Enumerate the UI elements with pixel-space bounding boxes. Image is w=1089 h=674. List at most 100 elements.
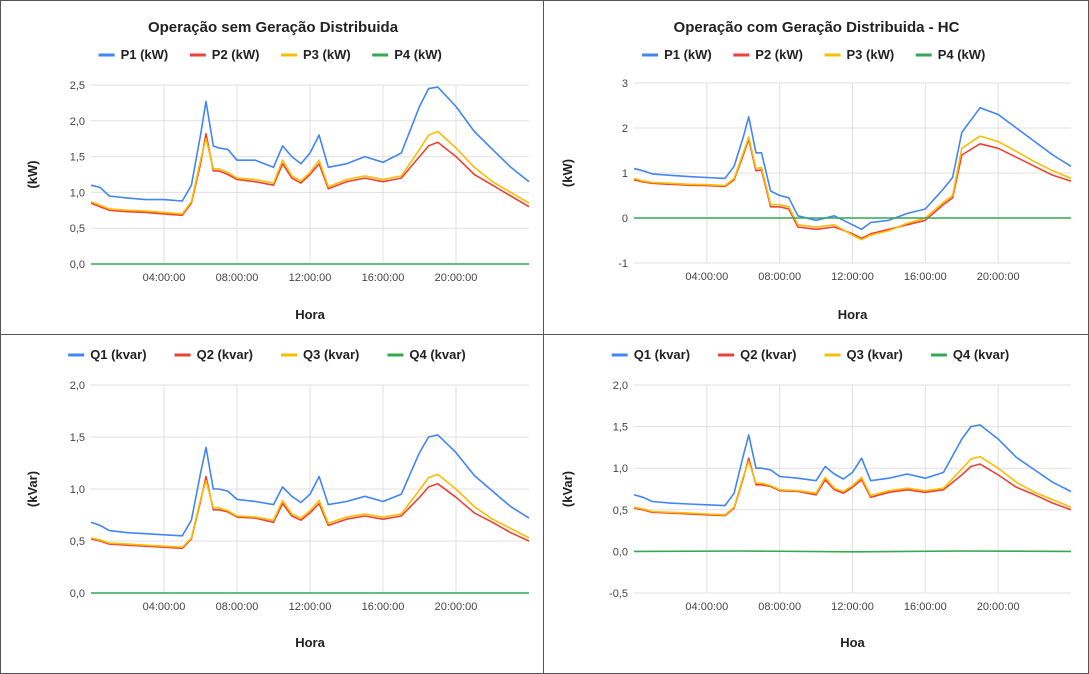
y-tick-label: 1 [622,168,628,180]
y-tick-label: 1,5 [613,422,628,434]
legend-label: Q2 (kvar) [740,347,796,362]
legend-label: Q4 (kvar) [953,347,1009,362]
chart-panel-p-sem-gd: Operação sem Geração Distribuida P1 (kW) P… [0,0,544,335]
legend-label: P1 (kW) [664,47,712,62]
chart-panel-q-sem-gd: Q1 (kvar) Q2 (kvar) Q3 (kvar) Q4 (kvar) 0,0 0… [0,335,544,674]
legend: P1 (kW) P2 (kW) P3 (kW) P4 (kW) [98,47,442,62]
y-tick-label: 1,5 [70,152,85,164]
x-tick-label: 20:00:00 [977,601,1020,613]
chart-title: Operação com Geração Distribuida - HC [674,19,960,36]
series-line [633,107,1072,231]
legend-item: Q4 (kvar) [387,347,466,362]
x-tick-label: 08:00:00 [758,271,801,283]
chart-svg: Q1 (kvar) Q2 (kvar) Q3 (kvar) Q4 (kvar) -0,5… [560,347,1072,650]
x-tick-label: 20:00:00 [435,601,478,613]
chart-panel-p-com-gd: Operação com Geração Distribuida - HC P1 … [544,0,1089,335]
gridlines [634,82,1071,264]
x-tick-label: 20:00:00 [977,271,1020,283]
y-tick-label: 0,5 [70,536,85,548]
legend-label: P1 (kW) [121,47,169,62]
series-line [90,132,530,217]
x-tick-label: 12:00:00 [289,601,332,613]
legend: Q1 (kvar) Q2 (kvar) Q3 (kvar) Q4 (kvar) [68,347,466,362]
legend-item: P2 (kW) [189,47,260,62]
legend-item: Q2 (kvar) [174,347,253,362]
x-tick-label: 04:00:00 [685,601,728,613]
y-tick-label: 0,0 [70,588,85,600]
gridlines [634,384,1071,594]
x-tick-label: 04:00:00 [143,601,186,613]
series-line [90,434,530,537]
y-tick-label: 2,0 [613,380,628,392]
legend-label: P3 (kW) [303,47,351,62]
y-tick-label: 0,0 [613,546,628,558]
x-tick-label: 20:00:00 [435,272,478,284]
x-tick-label: 16:00:00 [904,271,947,283]
chart-svg: Operação com Geração Distribuida - HC P1 … [560,19,1072,322]
y-tick-label: 0,0 [70,259,85,271]
series-line [90,473,530,548]
x-tick-label: 08:00:00 [216,601,259,613]
legend: Q1 (kvar) Q2 (kvar) Q3 (kvar) Q4 (kvar) [611,347,1009,362]
y-tick-label: 2,0 [70,380,85,392]
y-axis-title: (kW) [560,159,575,187]
legend-item: Q1 (kvar) [68,347,147,362]
y-tick-label: 2,5 [70,80,85,92]
legend-label: Q3 (kvar) [303,347,359,362]
x-tick-label: 16:00:00 [362,272,405,284]
legend-item: P1 (kW) [642,47,712,62]
series-line [633,424,1072,507]
x-tick-label: 08:00:00 [758,601,801,613]
y-tick-label: 3 [622,78,628,90]
y-tick-label: 2,0 [70,116,85,128]
legend-item: Q2 (kvar) [718,347,796,362]
legend-label: P3 (kW) [847,47,895,62]
legend-label: Q1 (kvar) [634,347,690,362]
legend-item: P4 (kW) [372,47,442,62]
legend-item: P3 (kW) [824,47,895,62]
chart-panel-q-com-gd: Q1 (kvar) Q2 (kvar) Q3 (kvar) Q4 (kvar) -0,5… [544,335,1089,674]
legend-item: Q1 (kvar) [611,347,690,362]
y-tick-label: 1,0 [70,187,85,199]
y-tick-label: -0,5 [609,588,628,600]
y-tick-label: 1,0 [613,463,628,475]
x-tick-label: 04:00:00 [143,272,186,284]
y-axis-title: (kW) [25,160,40,188]
series-line [633,138,1072,240]
y-tick-label: 1,5 [70,432,85,444]
series-line [90,475,530,550]
legend-label: P2 (kW) [755,47,803,62]
y-tick-label: -1 [618,258,628,270]
legend-item: Q3 (kvar) [824,347,903,362]
y-tick-label: 0,5 [70,223,85,235]
series-line [90,86,530,202]
y-axis-title: (kVar) [25,471,40,507]
legend-item: P1 (kW) [98,47,169,62]
legend-label: Q2 (kvar) [197,347,253,362]
y-tick-label: 0 [622,213,628,225]
legend-item: Q4 (kvar) [930,347,1009,362]
x-tick-label: 12:00:00 [831,271,874,283]
x-tick-label: 16:00:00 [362,601,405,613]
chart-title: Operação sem Geração Distribuida [148,19,399,36]
legend-label: Q4 (kvar) [409,347,465,362]
legend-label: Q1 (kvar) [90,347,146,362]
x-tick-label: 16:00:00 [904,601,947,613]
series-line [90,130,530,215]
y-tick-label: 0,5 [613,505,628,517]
legend-item: P4 (kW) [915,47,985,62]
legend-label: P2 (kW) [212,47,260,62]
series-line [633,135,1072,241]
x-axis-title: Hora [295,635,325,650]
legend-label: P4 (kW) [394,47,442,62]
x-tick-label: 04:00:00 [685,271,728,283]
legend: P1 (kW) P2 (kW) P3 (kW) P4 (kW) [642,47,985,62]
x-tick-label: 08:00:00 [216,272,259,284]
legend-item: Q3 (kvar) [281,347,359,362]
x-tick-label: 12:00:00 [289,272,332,284]
gridlines [91,384,529,594]
x-axis-title: Hora [838,307,868,322]
y-tick-label: 2 [622,123,628,135]
